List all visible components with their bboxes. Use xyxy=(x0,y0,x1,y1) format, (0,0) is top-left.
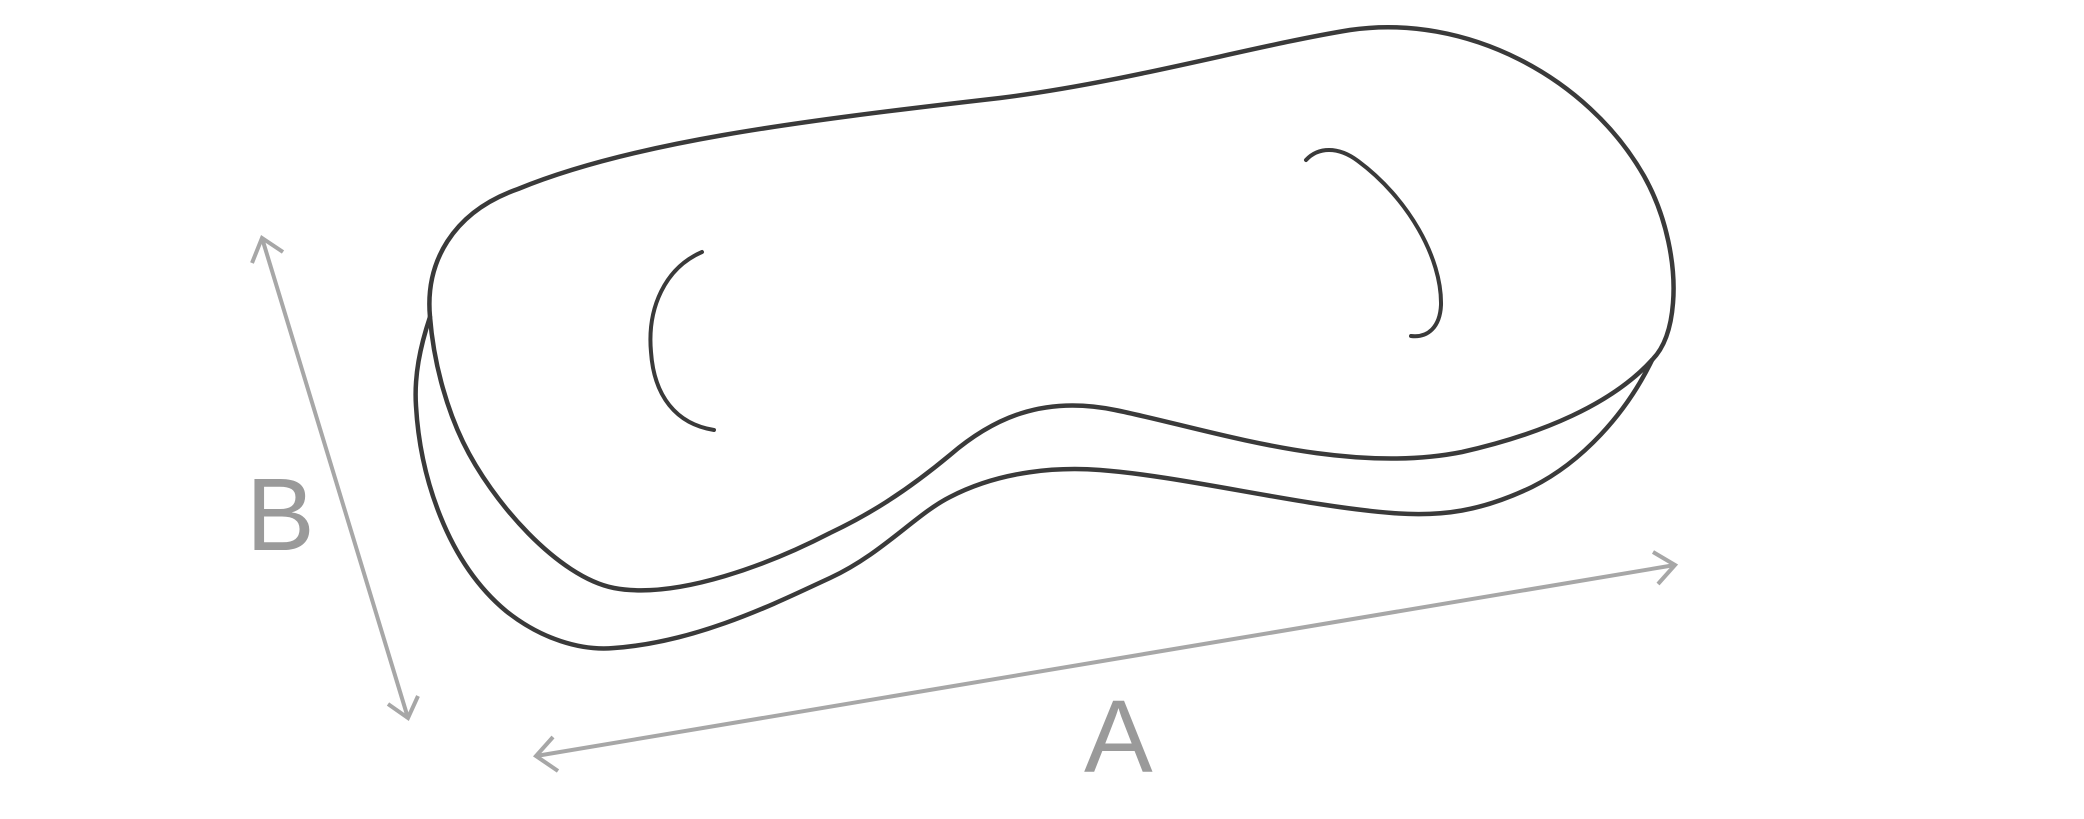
right-crease-line xyxy=(1304,148,1444,339)
left-crease-line xyxy=(648,250,716,432)
dimension-line-a xyxy=(535,563,1676,758)
dimension-line-b xyxy=(260,237,410,719)
label-b: B xyxy=(246,457,315,572)
arrowhead-up-icon xyxy=(250,234,285,264)
arrowhead-left-icon xyxy=(532,735,560,773)
arrowhead-down-icon xyxy=(386,695,420,722)
label-a: A xyxy=(1084,679,1153,794)
pad-bottom-silhouette xyxy=(413,314,1655,651)
arrowhead-right-icon xyxy=(1651,550,1679,586)
pad-top-outline xyxy=(427,25,1676,593)
dimension-arrow-b xyxy=(250,234,420,722)
dimension-arrow-a xyxy=(532,550,1679,773)
